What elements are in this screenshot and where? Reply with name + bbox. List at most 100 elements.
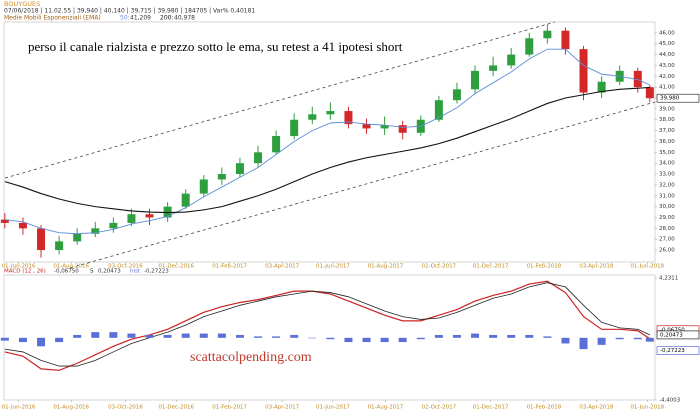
x-tick-label: 01-Dec-2016 [158,264,194,270]
hist-bar [55,337,64,343]
hist-bar [489,334,498,338]
y-tick-label: 35,00 [659,150,675,156]
hist-bar [434,334,443,338]
legend-value: -0,27223 [144,269,169,275]
hist-bar [199,333,208,338]
x-tick-label: 01-Jun-2017 [316,264,350,270]
candle-body [55,241,64,251]
candle-body [543,30,552,39]
hist-bar [344,337,353,343]
hist-bar [633,337,642,340]
hist-bar [543,336,552,338]
x-tick-label: 01-Aug-2017 [368,264,404,270]
candle-body [145,214,154,218]
y-tick-label: 38,00 [659,117,675,123]
hist-bar [290,334,299,338]
x-tick-label: 03-Apr-2018 [579,264,614,270]
x-tick-label: 01-Feb-2017 [212,405,247,411]
channel-lower [69,101,656,269]
hist-bar [398,337,407,343]
x-tick-label: 03-Oct-2016 [108,405,143,411]
last-value-box [656,346,700,356]
series-line [4,48,651,235]
hist-bar [362,337,371,343]
hist-bar [507,334,516,338]
x-tick-label: 03-Oct-2016 [108,264,143,270]
y-tick-label: 33,00 [659,172,675,178]
last-value: -0,06750 [660,327,685,333]
candle-body [471,70,480,90]
y-tick-label: 29,00 [659,215,675,221]
candle-body [326,111,335,115]
y-tick-label: 27,00 [659,237,675,243]
x-tick-label: 01-Dec-2017 [473,264,509,270]
macd-panel [3,274,656,401]
hist-bar [272,336,281,338]
y-tick-label: 46,00 [659,30,675,36]
y-tick-label: 31,00 [659,193,675,199]
hist-bar [18,337,27,343]
candle-body [489,65,498,71]
candle-body [398,125,407,133]
hist-bar [163,334,172,338]
x-tick-label: 01-Feb-2018 [527,405,562,411]
candle-body [380,125,389,129]
candle-body [73,233,82,242]
hist-bar [235,334,244,338]
hist-bar [217,333,226,338]
candle-body [597,81,606,93]
candle-body [633,70,642,88]
candle-body [109,222,118,229]
x-tick-label: 01-Jun-2016 [2,264,36,270]
last-value: 0,20473 [660,332,683,338]
annotation: perso il canale rialzista e prezzo sotto… [28,39,403,54]
hist-bar [597,337,606,345]
legend-value: -0,06750 [54,269,79,275]
y-tick-label: 37,00 [659,128,675,134]
y-tick-label: 32,00 [659,182,675,188]
hist-bar [561,337,570,344]
hist-bar [645,337,654,342]
last-price: 39,980 [660,96,680,102]
candle-body [18,222,27,229]
channel-upper [4,21,556,179]
legend-value: 40,978 [174,15,195,22]
candle-body [507,54,516,66]
x-tick-label: 01-Aug-2017 [368,405,404,411]
hist-bar [615,337,624,340]
x-tick-label: 01-Dec-2017 [473,405,509,411]
series-line [4,86,650,214]
x-tick-label: 01-Jun-2018 [630,405,664,411]
x-tick-label: 03-Apr-2018 [579,405,614,411]
watermark: scattacolpending.com [190,350,312,365]
hist-bar [254,336,263,338]
hist-bar [308,337,317,339]
legend-name: 200: [160,15,173,22]
indicator-title: Medie Mobili Esponenziali (EMA) [4,15,101,22]
hist-bar [37,337,46,347]
y-tick-label: 30,00 [659,204,675,210]
y-tick-label: 36,00 [659,139,675,145]
series-line [4,282,650,367]
hist-bar [73,334,82,338]
candle-body [181,193,190,207]
series-line [4,280,651,371]
candle-body [290,119,299,137]
candle-body [254,152,263,164]
x-tick-label: 01-Jun-2017 [316,405,350,411]
candle-body [645,87,654,99]
y-tick-label: 26,00 [659,248,675,254]
last-value-box [656,330,700,340]
candle-body [579,49,588,93]
hist-bar [471,333,480,338]
y-tick-label: 28,00 [659,226,675,232]
candle-body [235,163,244,175]
candle-body [308,114,317,120]
candle-body [452,89,461,101]
candle-body [344,111,353,125]
candle-body [272,136,281,153]
x-tick-label: 03-Apr-2017 [265,264,300,270]
y-tick-label: 39,00 [659,106,675,112]
hist-bar [452,334,461,338]
